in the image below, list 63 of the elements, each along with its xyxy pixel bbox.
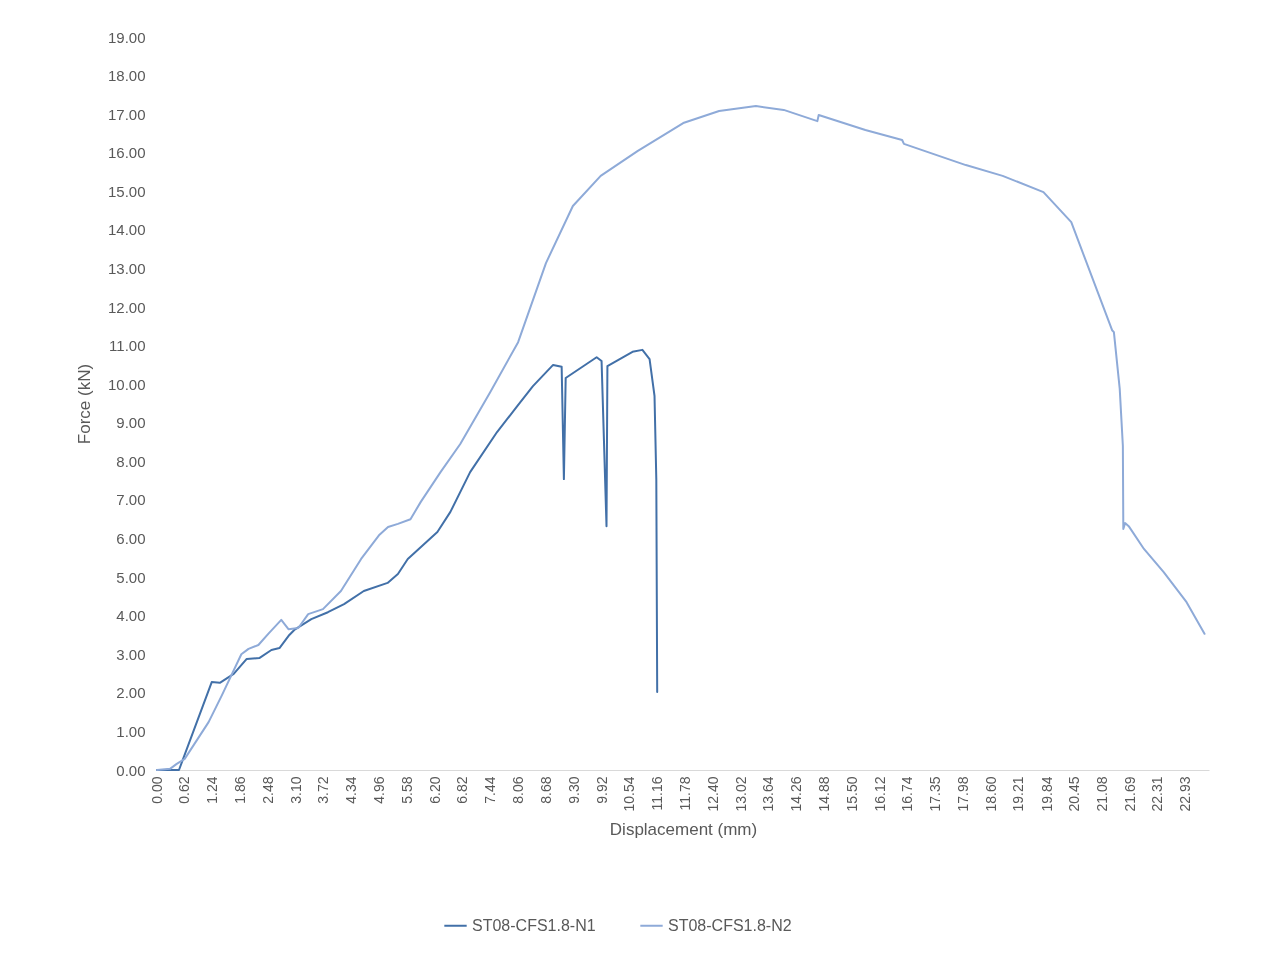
x-tick-label: 11.78 (676, 776, 693, 811)
y-tick-label: 7.00 (116, 491, 146, 509)
x-tick-label: 19.21 (1010, 776, 1027, 812)
x-tick-label: 10.54 (621, 776, 638, 812)
y-tick-label: 10.00 (107, 375, 146, 393)
x-tick-label: 14.26 (788, 776, 805, 812)
x-tick-label: 21.69 (1121, 776, 1138, 812)
x-tick-label: 18.60 (982, 776, 999, 812)
x-tick-label: 9.92 (593, 776, 610, 804)
x-tick-label: 12.40 (704, 776, 721, 812)
x-tick-label: 21.08 (1094, 776, 1111, 812)
x-tick-label: 3.72 (315, 776, 332, 804)
y-tick-label: 19.00 (107, 28, 146, 46)
x-tick-label: 6.20 (426, 776, 443, 804)
x-tick-label: 7.44 (482, 776, 499, 804)
x-tick-label: 4.34 (343, 776, 360, 804)
y-tick-label: 13.00 (107, 259, 146, 277)
x-tick-label: 14.88 (816, 776, 833, 812)
y-tick-label: 12.00 (107, 298, 146, 316)
y-tick-label: 2.00 (116, 684, 146, 702)
y-tick-label: 16.00 (107, 144, 146, 162)
x-tick-label: 8.68 (537, 776, 554, 804)
x-tick-label: 13.64 (760, 776, 777, 812)
y-tick-label: 14.00 (107, 221, 146, 239)
y-tick-label: 18.00 (107, 67, 146, 85)
line-series (156, 105, 1206, 771)
x-tick-label: 19.84 (1038, 776, 1055, 812)
y-tick-label: 8.00 (116, 452, 146, 470)
x-tick-label: 0.62 (176, 776, 193, 804)
x-tick-label: 16.12 (871, 776, 888, 812)
x-tick-label: 5.58 (398, 776, 415, 804)
y-tick-label: 9.00 (116, 414, 146, 432)
x-tick-label: 2.48 (259, 776, 276, 804)
y-tick-label: 3.00 (116, 645, 146, 663)
y-tick-label: 1.00 (116, 722, 146, 740)
x-axis-title: Displacement (mm) (609, 819, 758, 839)
legend-label: ST08-CFS1.8-N1 (472, 916, 596, 934)
x-tick-label: 13.02 (732, 776, 749, 812)
x-tick-label: 1.24 (204, 776, 221, 804)
y-tick-label: 15.00 (107, 182, 146, 200)
x-tick-label: 3.10 (287, 776, 304, 804)
x-tick-label: 0.00 (148, 776, 165, 804)
legend-label: ST08-CFS1.8-N2 (668, 916, 792, 934)
x-tick-label: 22.93 (1177, 776, 1194, 812)
x-tick-label: 11.16 (649, 776, 666, 811)
y-tick-label: 4.00 (116, 607, 146, 625)
y-tick-label: 17.00 (107, 105, 146, 123)
y-tick-label: 6.00 (116, 530, 146, 548)
y-axis-title: Force (kN) (74, 363, 94, 445)
x-tick-label: 22.31 (1149, 776, 1166, 812)
y-tick-label: 11.00 (109, 337, 146, 355)
x-tick-label: 17.98 (955, 776, 972, 812)
x-tick-label: 1.86 (231, 776, 248, 804)
x-tick-label: 6.82 (454, 776, 471, 804)
x-tick-label: 9.30 (565, 776, 582, 804)
y-tick-label: 0.00 (116, 761, 146, 779)
x-tick-label: 15.50 (843, 776, 860, 812)
x-tick-label: 17.35 (926, 776, 943, 812)
x-tick-label: 16.74 (899, 776, 916, 812)
x-tick-label: 20.45 (1065, 776, 1082, 812)
x-tick-label: 4.96 (371, 776, 388, 804)
y-tick-label: 5.00 (116, 568, 146, 586)
x-tick-label: 8.06 (510, 776, 527, 804)
